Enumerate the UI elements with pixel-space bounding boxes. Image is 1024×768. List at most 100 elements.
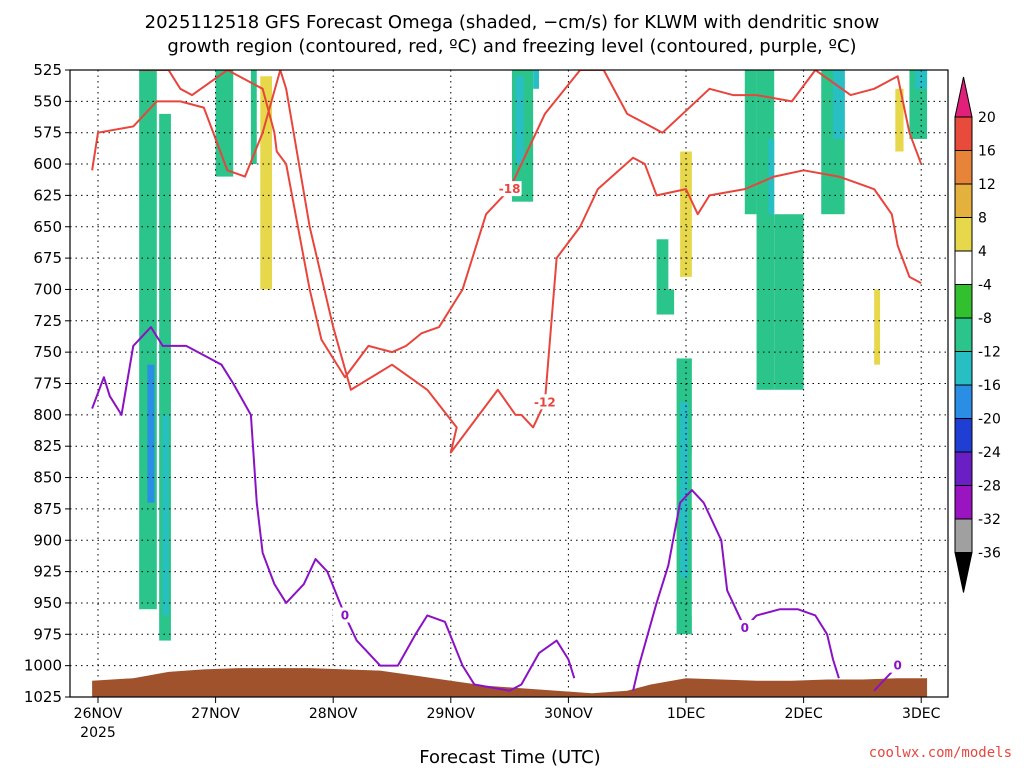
omega-region-38 bbox=[774, 214, 804, 390]
omega-region-6 bbox=[180, 138, 198, 541]
grid-layer bbox=[70, 70, 948, 697]
y-tick-label-0: 525 bbox=[33, 61, 62, 79]
omega-region-24 bbox=[544, 414, 563, 553]
y-tick-label-13: 850 bbox=[33, 469, 62, 487]
y-tick-label-6: 675 bbox=[33, 249, 62, 267]
freezing-contour-label-1: 0 bbox=[741, 621, 749, 635]
colorbar: 20 16 12 8 4 -4 -8 -12 -16 -20 -24 -28 -32 -36 bbox=[954, 76, 1001, 593]
omega-region-3 bbox=[147, 364, 155, 503]
y-tick-label-17: 950 bbox=[33, 594, 62, 612]
x-tick-label-5: 1DEC bbox=[667, 706, 706, 722]
chart-title-line-2: growth region (contoured, red, ºC) and f… bbox=[167, 36, 856, 57]
colorbar-tick-label-0: 20 bbox=[978, 110, 996, 126]
chart-title-line-1: 2025112518 GFS Forecast Omega (shaded, −… bbox=[145, 12, 880, 33]
colorbar-bottom-arrow bbox=[954, 552, 973, 593]
plot-area: -18 -12 0 0 0 bbox=[70, 70, 948, 697]
y-tick-label-3: 600 bbox=[33, 155, 62, 173]
omega-region-36 bbox=[756, 70, 775, 390]
x-tick-label-4: 30NOV bbox=[544, 706, 593, 722]
omega-region-14 bbox=[339, 70, 363, 246]
colorbar-band-10 bbox=[954, 451, 973, 486]
x-axis: 26NOV 27NOV 28NOV 29NOV 30NOV 1DEC 2DEC 3DEC bbox=[74, 697, 941, 722]
freezing-contour-label-bg-1 bbox=[732, 620, 757, 636]
x-axis-label: Forecast Time (UTC) bbox=[419, 747, 600, 768]
omega-region-13 bbox=[333, 414, 351, 603]
dgz-contour-0 bbox=[139, 70, 923, 379]
y-tick-label-11: 800 bbox=[33, 406, 62, 424]
y-tick-label-4: 625 bbox=[33, 186, 62, 204]
colorbar-band-7 bbox=[954, 351, 973, 386]
omega-region-0 bbox=[92, 289, 98, 390]
omega-region-2 bbox=[139, 70, 157, 610]
dgz-contour-label-0: -18 bbox=[499, 182, 521, 196]
omega-region-8 bbox=[209, 176, 251, 616]
omega-region-7 bbox=[215, 70, 234, 190]
freezing-contour-1 bbox=[632, 489, 840, 691]
y-axis: 525 550 575 600 625 650 675 700 725 750 775 800 825 8… bbox=[24, 61, 70, 706]
colorbar-band-12 bbox=[954, 518, 973, 553]
y-tick-label-2: 575 bbox=[33, 124, 62, 142]
colorbar-tick-label-4: 4 bbox=[978, 244, 987, 260]
omega-region-41 bbox=[833, 70, 845, 139]
omega-region-49 bbox=[921, 490, 928, 572]
y-tick-label-1: 550 bbox=[33, 92, 62, 110]
credit-text: coolwx.com/models bbox=[869, 745, 1012, 761]
x-tick-label-1: 27NOV bbox=[191, 706, 240, 722]
omega-region-5 bbox=[162, 414, 169, 616]
colorbar-tick-label-2: 12 bbox=[978, 177, 996, 193]
y-tick-label-20: 1025 bbox=[24, 688, 62, 706]
freezing-contour-label-bg-0 bbox=[332, 607, 357, 623]
terrain-layer bbox=[92, 668, 928, 697]
colorbar-band-9 bbox=[954, 418, 973, 453]
y-tick-label-7: 700 bbox=[33, 280, 62, 298]
terrain-fill bbox=[92, 668, 928, 697]
colorbar-band-1 bbox=[954, 150, 973, 185]
dgz-contour-label-bg-0 bbox=[497, 181, 522, 197]
x-axis-year-label: 2025 bbox=[80, 725, 116, 741]
omega-region-21 bbox=[515, 76, 524, 165]
freezing-contour-0 bbox=[91, 326, 576, 692]
dendritic-growth-contours: -18 -12 bbox=[91, 70, 923, 454]
colorbar-tick-label-1: 16 bbox=[978, 144, 996, 160]
colorbar-top-arrow bbox=[954, 76, 973, 118]
y-tick-label-12: 825 bbox=[33, 437, 62, 455]
freezing-contour-label-0: 0 bbox=[341, 608, 349, 622]
dgz-contour-label-1: -12 bbox=[534, 395, 556, 409]
colorbar-band-8 bbox=[954, 384, 973, 419]
omega-region-37 bbox=[768, 138, 775, 215]
y-tick-label-18: 975 bbox=[33, 625, 62, 643]
omega-region-22 bbox=[533, 70, 539, 89]
omega-region-48 bbox=[915, 70, 928, 89]
dgz-contour-label-bg-1 bbox=[532, 394, 557, 410]
omega-region-32 bbox=[680, 402, 689, 578]
colorbar-tick-label-7: -12 bbox=[978, 345, 1001, 361]
omega-region-39 bbox=[791, 88, 822, 165]
colorbar-tick-label-13: -36 bbox=[978, 546, 1001, 562]
colorbar-tick-label-3: 8 bbox=[978, 211, 987, 227]
colorbar-band-4 bbox=[954, 250, 973, 285]
plot-background bbox=[70, 70, 948, 697]
omega-region-46 bbox=[895, 88, 904, 152]
colorbar-band-2 bbox=[954, 183, 973, 218]
colorbar-band-6 bbox=[954, 317, 973, 352]
colorbar-band-0 bbox=[954, 116, 973, 151]
omega-region-25 bbox=[580, 70, 598, 114]
colorbar-tick-label-5: -4 bbox=[978, 278, 992, 294]
colorbar-tick-label-11: -28 bbox=[978, 479, 1001, 495]
y-tick-label-15: 900 bbox=[33, 531, 62, 549]
colorbar-tick-label-6: -8 bbox=[978, 311, 992, 327]
y-tick-label-16: 925 bbox=[33, 563, 62, 581]
x-tick-label-0: 26NOV bbox=[74, 706, 123, 722]
colorbar-tick-label-10: -24 bbox=[978, 445, 1001, 461]
omega-region-1 bbox=[109, 95, 124, 227]
omega-region-23 bbox=[544, 70, 569, 265]
y-tick-label-5: 650 bbox=[33, 218, 62, 236]
omega-region-11 bbox=[260, 76, 273, 290]
omega-region-44 bbox=[874, 289, 881, 365]
x-tick-label-6: 2DEC bbox=[784, 706, 823, 722]
omega-region-35 bbox=[744, 70, 757, 215]
omega-region-26 bbox=[591, 138, 598, 165]
colorbar-tick-label-8: -16 bbox=[978, 378, 1001, 394]
x-tick-label-7: 3DEC bbox=[902, 706, 941, 722]
